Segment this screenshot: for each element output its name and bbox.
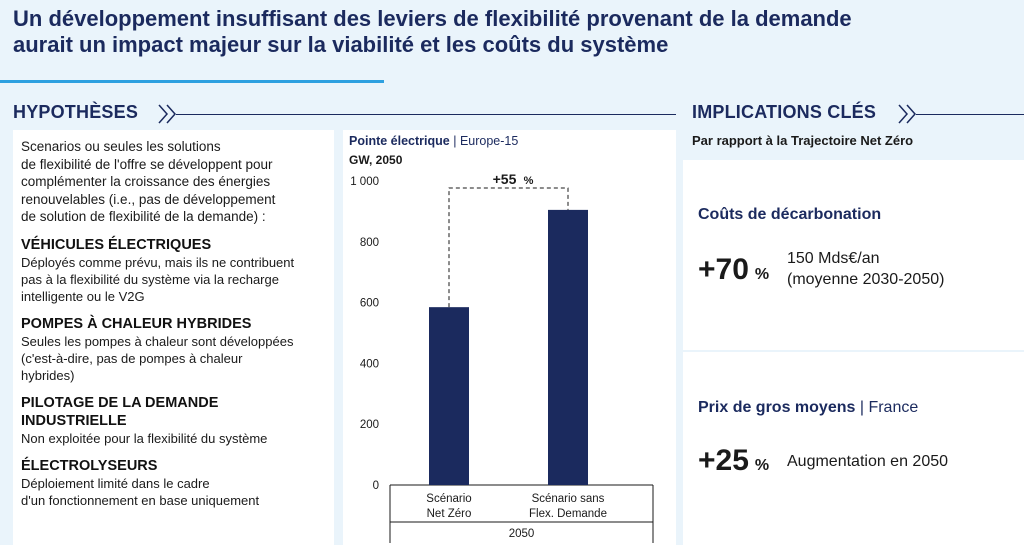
intro-line: renouvelables (i.e., pas de développemen… — [21, 191, 276, 207]
implication-card-costs: Coûts de décarbonation +70% 150 Mds€/an … — [683, 160, 1024, 350]
chart-subtitle: Europe-15 — [459, 134, 519, 148]
hypothesis-desc: Déployés comme prévu, mais ils ne contri… — [21, 254, 295, 270]
y-tick-label: 200 — [360, 419, 379, 431]
implication-title: Prix de gros moyens | France — [698, 399, 918, 417]
annotation-unit: % — [524, 175, 534, 187]
implication-percent: % — [754, 457, 770, 474]
title-underline — [0, 80, 384, 83]
hypothesis-desc: (c'est-à-dire, pas de pompes à chaleur — [21, 350, 243, 366]
y-tick-label: 400 — [360, 358, 379, 370]
annotation-label: +55 — [493, 171, 517, 187]
implication-percent: % — [754, 266, 770, 283]
x-tick-label: Scénario — [426, 493, 471, 505]
chart-separator: | — [453, 134, 460, 148]
y-tick-label: 0 — [373, 480, 379, 492]
chart-title: Pointe électrique — [349, 134, 450, 148]
x-tick-label: Scénario sans — [532, 493, 605, 505]
implication-value: +25% — [698, 444, 769, 478]
title-line-1: Un développement insuffisant des leviers… — [13, 6, 852, 31]
intro-line: de solution de flexibilité de la demande… — [21, 209, 266, 224]
chart-header: Pointe électrique | Europe-15 — [349, 134, 518, 148]
hypothesis-heat-pumps: POMPES À CHALEUR HYBRIDES Seules les pom… — [21, 315, 331, 384]
implication-number: +25 — [698, 444, 749, 477]
chart-panel: Pointe électrique | Europe-15 GW, 2050 0… — [343, 130, 676, 545]
title-line-2: aurait un impact majeur sur la viabilité… — [13, 32, 669, 57]
hypotheses-panel: Scenarios ou seules les solutions de fle… — [13, 130, 334, 545]
hypothesis-industrial-demand: PILOTAGE DE LA DEMANDE INDUSTRIELLE Non … — [21, 394, 331, 447]
x-axis-label: 2050 — [509, 528, 535, 540]
implications-divider — [916, 114, 1024, 115]
hypothesis-desc: pas à la flexibilité du système via la r… — [21, 271, 279, 287]
annotation-bracket — [448, 187, 569, 308]
implication-text: Augmentation en 2050 — [787, 451, 948, 472]
hypothesis-electrolysers: ÉLECTROLYSEURS Déploiement limité dans l… — [21, 457, 331, 509]
implication-title: Coûts de décarbonation — [698, 206, 881, 224]
y-tick-label: 800 — [360, 237, 379, 249]
intro-line: complémenter la croissance des énergies — [21, 174, 271, 189]
implication-title-text: Coûts de décarbonation — [698, 206, 882, 223]
bar — [548, 209, 588, 485]
implication-text-line: Augmentation en 2050 — [787, 453, 949, 470]
hypotheses-intro: Scenarios ou seules les solutions de fle… — [21, 138, 331, 226]
implication-text-line: 150 Mds€/an — [787, 250, 880, 267]
hypotheses-divider — [176, 114, 676, 115]
y-tick-label: 1 000 — [350, 176, 379, 188]
implication-text-line: (moyenne 2030-2050) — [787, 271, 945, 288]
implication-number: +70 — [698, 253, 749, 286]
hypothesis-desc: hybrides) — [21, 367, 75, 383]
x-tick-label: Net Zéro — [427, 508, 472, 520]
hypothesis-title: VÉHICULES ÉLECTRIQUES — [21, 236, 212, 253]
hypothesis-title: POMPES À CHALEUR HYBRIDES — [21, 315, 252, 332]
implication-value: +70% — [698, 253, 769, 287]
x-tick-label: Flex. Demande — [529, 508, 607, 520]
hypothesis-title: INDUSTRIELLE — [21, 412, 127, 429]
hypothesis-desc: Non exploitée pour la flexibilité du sys… — [21, 430, 268, 446]
hypothesis-desc: d'un fonctionnement en base uniquement — [21, 492, 260, 508]
implication-text: 150 Mds€/an (moyenne 2030-2050) — [787, 248, 944, 290]
y-tick-label: 600 — [360, 298, 379, 310]
implication-title-suffix: | France — [859, 399, 919, 416]
hypothesis-title: ÉLECTROLYSEURS — [21, 457, 158, 474]
hypothesis-desc: Déploiement limité dans le cadre — [21, 475, 210, 491]
chevron-right-icon — [898, 104, 917, 124]
implications-subheading: Par rapport à la Trajectoire Net Zéro — [692, 133, 914, 148]
hypotheses-heading: HYPOTHÈSES — [13, 102, 139, 122]
bar — [429, 307, 469, 485]
intro-line: de flexibilité de l'offre se développent… — [21, 156, 273, 172]
chart-unit: GW, 2050 — [349, 153, 403, 167]
page-title: Un développement insuffisant des leviers… — [13, 6, 1013, 58]
bar-chart: 0 200 400 600 800 1 000 Scénario Net Zéro Scénar… — [350, 171, 654, 543]
chevron-right-icon — [158, 104, 177, 124]
implication-title-text: Prix de gros moyens — [698, 399, 856, 416]
intro-line: Scenarios ou seules les solutions — [21, 139, 221, 154]
implications-heading: IMPLICATIONS CLÉS — [692, 102, 877, 122]
implication-card-prices: Prix de gros moyens | France +25% Augmen… — [683, 352, 1024, 545]
hypothesis-desc: intelligente ou le V2G — [21, 288, 145, 304]
hypothesis-desc: Seules les pompes à chaleur sont dévelop… — [21, 333, 294, 349]
hypothesis-electric-vehicles: VÉHICULES ÉLECTRIQUES Déployés comme pré… — [21, 236, 331, 305]
hypothesis-title: PILOTAGE DE LA DEMANDE — [21, 394, 219, 411]
